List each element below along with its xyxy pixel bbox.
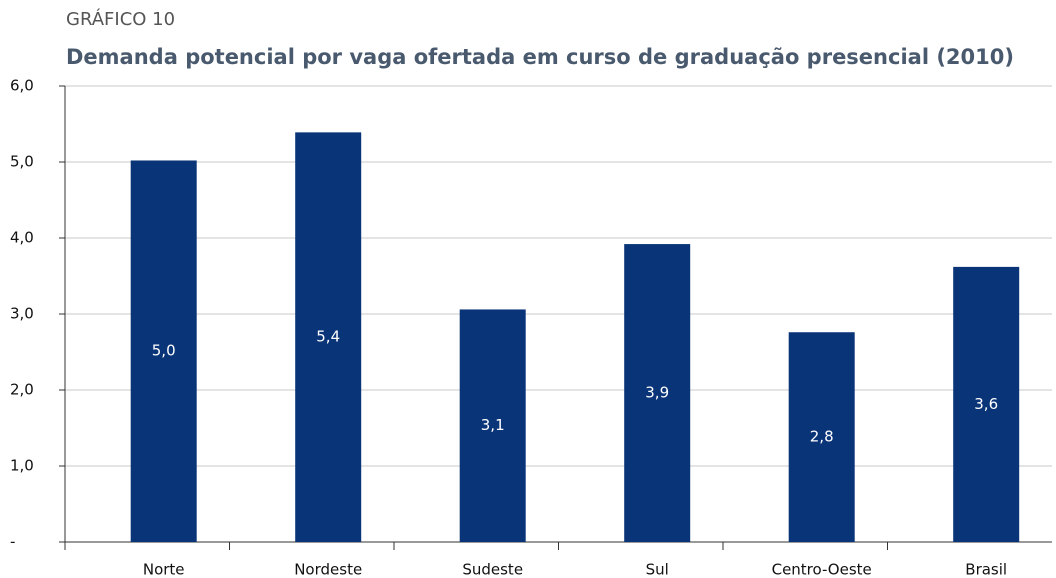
value-label: 5,4: [316, 328, 340, 346]
y-tick-label: -: [10, 533, 15, 551]
value-label: 3,6: [974, 395, 998, 413]
y-tick-label: 4,0: [10, 229, 34, 247]
value-label: 3,9: [645, 384, 669, 402]
x-tick-label: Nordeste: [294, 561, 362, 578]
chart-label: GRÁFICO 10: [66, 8, 175, 30]
bar: [459, 309, 526, 542]
y-tick-label: 3,0: [10, 305, 34, 323]
x-tick-label: Norte: [143, 561, 185, 578]
value-label: 3,1: [481, 416, 505, 434]
y-tick-label: 6,0: [10, 77, 34, 95]
y-tick-label: 2,0: [10, 381, 34, 399]
bar: [953, 266, 1020, 542]
bar: [788, 332, 855, 542]
x-tick-label: Sudeste: [462, 561, 523, 578]
y-tick-label: 1,0: [10, 457, 34, 475]
y-tick-label: 5,0: [10, 153, 34, 171]
x-tick-label: Sul: [646, 561, 669, 578]
bar: [295, 132, 362, 543]
x-tick-label: Brasil: [965, 561, 1007, 578]
chart-title: Demanda potencial por vaga ofertada em c…: [66, 45, 1014, 69]
value-label: 2,8: [810, 428, 834, 446]
value-label: 5,0: [152, 342, 176, 360]
bar: [130, 160, 197, 543]
x-tick-label: Centro-Oeste: [772, 561, 872, 578]
bar: [624, 244, 691, 542]
